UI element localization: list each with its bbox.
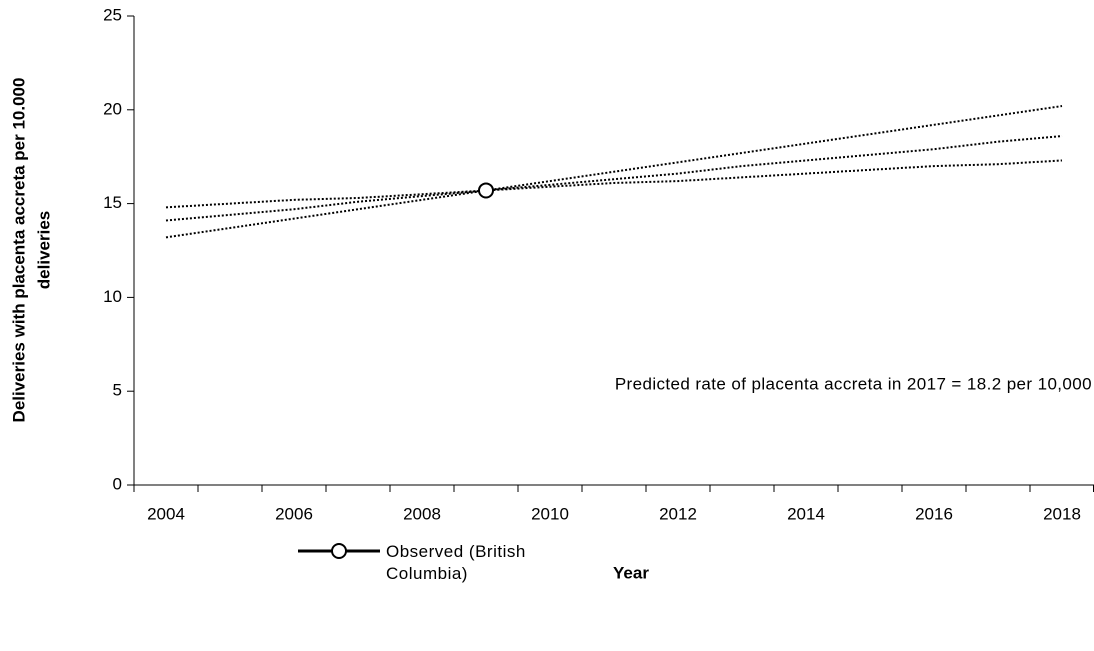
y-tick-label: 20: [103, 99, 122, 118]
y-tick-label: 25: [103, 5, 122, 24]
series-line: [165, 135, 1063, 222]
y-axis-label: deliveries: [34, 211, 53, 289]
x-tick-label: 2012: [659, 504, 697, 523]
x-tick-label: 2016: [915, 504, 953, 523]
y-axis-label: Deliveries with placenta accreta per 10.…: [9, 78, 28, 423]
x-tick-label: 2006: [275, 504, 313, 523]
legend-marker: [331, 543, 347, 559]
y-tick-label: 15: [103, 193, 122, 212]
y-tick-label: 0: [113, 474, 122, 493]
y-tick-label: 5: [113, 381, 122, 400]
y-tick-label: 10: [103, 287, 122, 306]
x-axis-label: Year: [613, 563, 649, 582]
series-line: [165, 105, 1063, 239]
data-point: [478, 182, 494, 199]
legend-label: Observed (British Columbia): [386, 542, 526, 583]
x-tick-label: 2008: [403, 504, 441, 523]
x-tick-label: 2010: [531, 504, 569, 523]
x-tick-label: 2018: [1043, 504, 1081, 523]
annotation: Predicted rate of placenta accreta in 20…: [615, 374, 1092, 393]
x-tick-label: 2004: [147, 504, 185, 523]
x-tick-label: 2014: [787, 504, 825, 523]
series-line: [165, 159, 1063, 209]
